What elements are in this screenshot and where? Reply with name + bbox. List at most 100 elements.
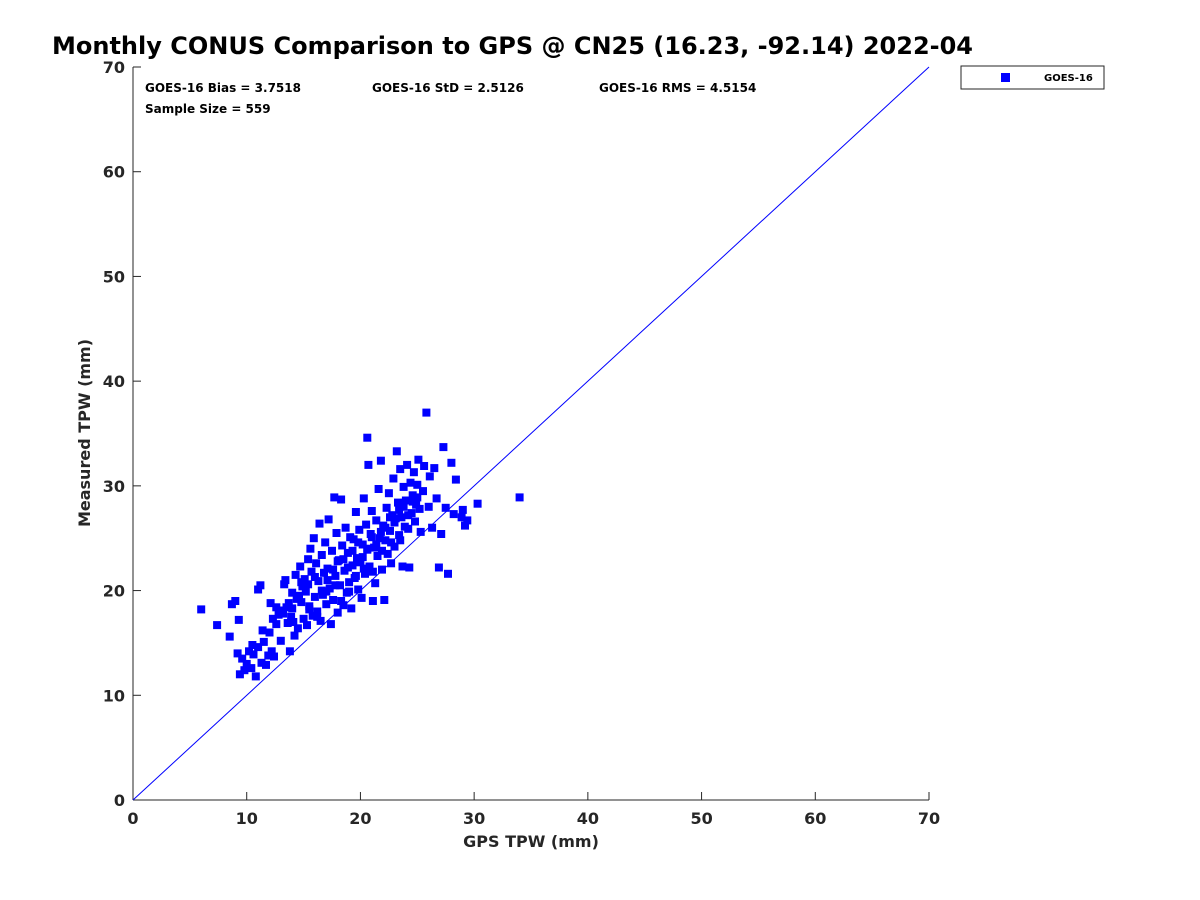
data-point <box>413 493 422 502</box>
one-to-one-line <box>132 66 930 801</box>
data-point <box>315 519 324 528</box>
data-point <box>247 664 256 673</box>
data-point <box>324 515 333 524</box>
data-point <box>359 564 368 573</box>
data-point <box>262 660 270 669</box>
data-point <box>365 562 374 571</box>
data-point <box>367 533 376 542</box>
data-point <box>251 672 260 681</box>
data-point <box>266 599 275 608</box>
data-point <box>323 576 332 585</box>
data-point <box>249 650 258 659</box>
data-point <box>348 561 357 570</box>
x-axis-label: GPS TPW (mm) <box>463 832 599 851</box>
data-point <box>359 494 368 503</box>
data-point <box>357 593 366 602</box>
data-point <box>372 540 381 549</box>
data-point <box>310 573 319 581</box>
data-point <box>444 569 452 578</box>
legend-label: GOES-16 <box>1044 73 1093 84</box>
data-point <box>390 542 399 551</box>
data-point <box>308 611 317 620</box>
data-point <box>404 524 413 533</box>
data-point <box>387 559 396 568</box>
x-tick-label: 50 <box>690 809 712 828</box>
data-point <box>287 612 296 621</box>
data-point <box>391 514 400 523</box>
data-point <box>424 502 433 511</box>
data-point <box>242 659 251 668</box>
data-point <box>372 516 381 525</box>
data-point <box>392 447 401 456</box>
data-point <box>333 557 342 566</box>
data-point <box>381 536 390 545</box>
y-axis-label: Measured TPW (mm) <box>75 339 94 527</box>
data-point <box>373 552 382 560</box>
data-point <box>259 637 268 646</box>
data-point <box>441 503 450 512</box>
data-point <box>316 616 325 625</box>
data-point <box>434 563 443 572</box>
data-point <box>291 570 300 579</box>
data-point <box>330 493 339 502</box>
x-tick-label: 0 <box>127 809 138 828</box>
y-tick-label: 0 <box>114 791 125 810</box>
data-point <box>258 626 267 635</box>
data-point <box>297 578 306 587</box>
data-point <box>396 465 405 474</box>
data-point <box>348 546 357 555</box>
legend-box <box>960 65 1105 90</box>
data-point <box>414 455 423 464</box>
data-point <box>288 604 297 613</box>
data-point <box>272 603 281 612</box>
data-point <box>312 559 321 568</box>
data-point <box>396 536 405 545</box>
data-point <box>282 603 291 612</box>
data-point <box>415 504 424 513</box>
y-tick-label: 30 <box>103 477 125 496</box>
data-point <box>323 564 332 573</box>
data-point <box>376 456 385 465</box>
data-point <box>374 485 383 493</box>
data-point <box>235 670 244 679</box>
data-point <box>288 588 297 597</box>
data-point <box>281 576 290 585</box>
data-point <box>420 462 429 470</box>
legend: GOES-16 <box>960 65 1105 90</box>
data-point <box>411 517 419 526</box>
data-point <box>343 563 352 572</box>
data-points <box>197 408 524 681</box>
data-point <box>303 621 311 630</box>
data-point <box>345 587 354 596</box>
data-point <box>248 641 257 649</box>
data-point <box>293 624 302 633</box>
data-point <box>233 649 242 658</box>
x-tick-label: 70 <box>918 809 940 828</box>
data-point <box>387 538 396 547</box>
data-point <box>354 585 363 594</box>
data-point <box>390 518 399 527</box>
data-point <box>447 458 456 467</box>
data-point <box>349 535 358 544</box>
data-point <box>381 523 390 532</box>
data-point <box>380 596 389 604</box>
data-point <box>404 511 413 520</box>
y-tick-label: 50 <box>103 267 125 286</box>
data-point <box>367 507 376 515</box>
data-point <box>343 548 352 557</box>
data-point <box>384 489 393 498</box>
data-point <box>331 571 340 580</box>
data-point <box>298 582 307 591</box>
data-point <box>356 558 365 567</box>
data-point <box>289 618 298 626</box>
data-point <box>197 605 206 614</box>
data-point <box>437 530 446 538</box>
data-point <box>375 534 384 543</box>
data-point <box>378 546 386 555</box>
x-tick-label: 10 <box>236 809 258 828</box>
data-point <box>299 614 308 623</box>
data-point <box>395 531 404 540</box>
data-point <box>257 658 266 667</box>
data-point <box>383 549 392 558</box>
